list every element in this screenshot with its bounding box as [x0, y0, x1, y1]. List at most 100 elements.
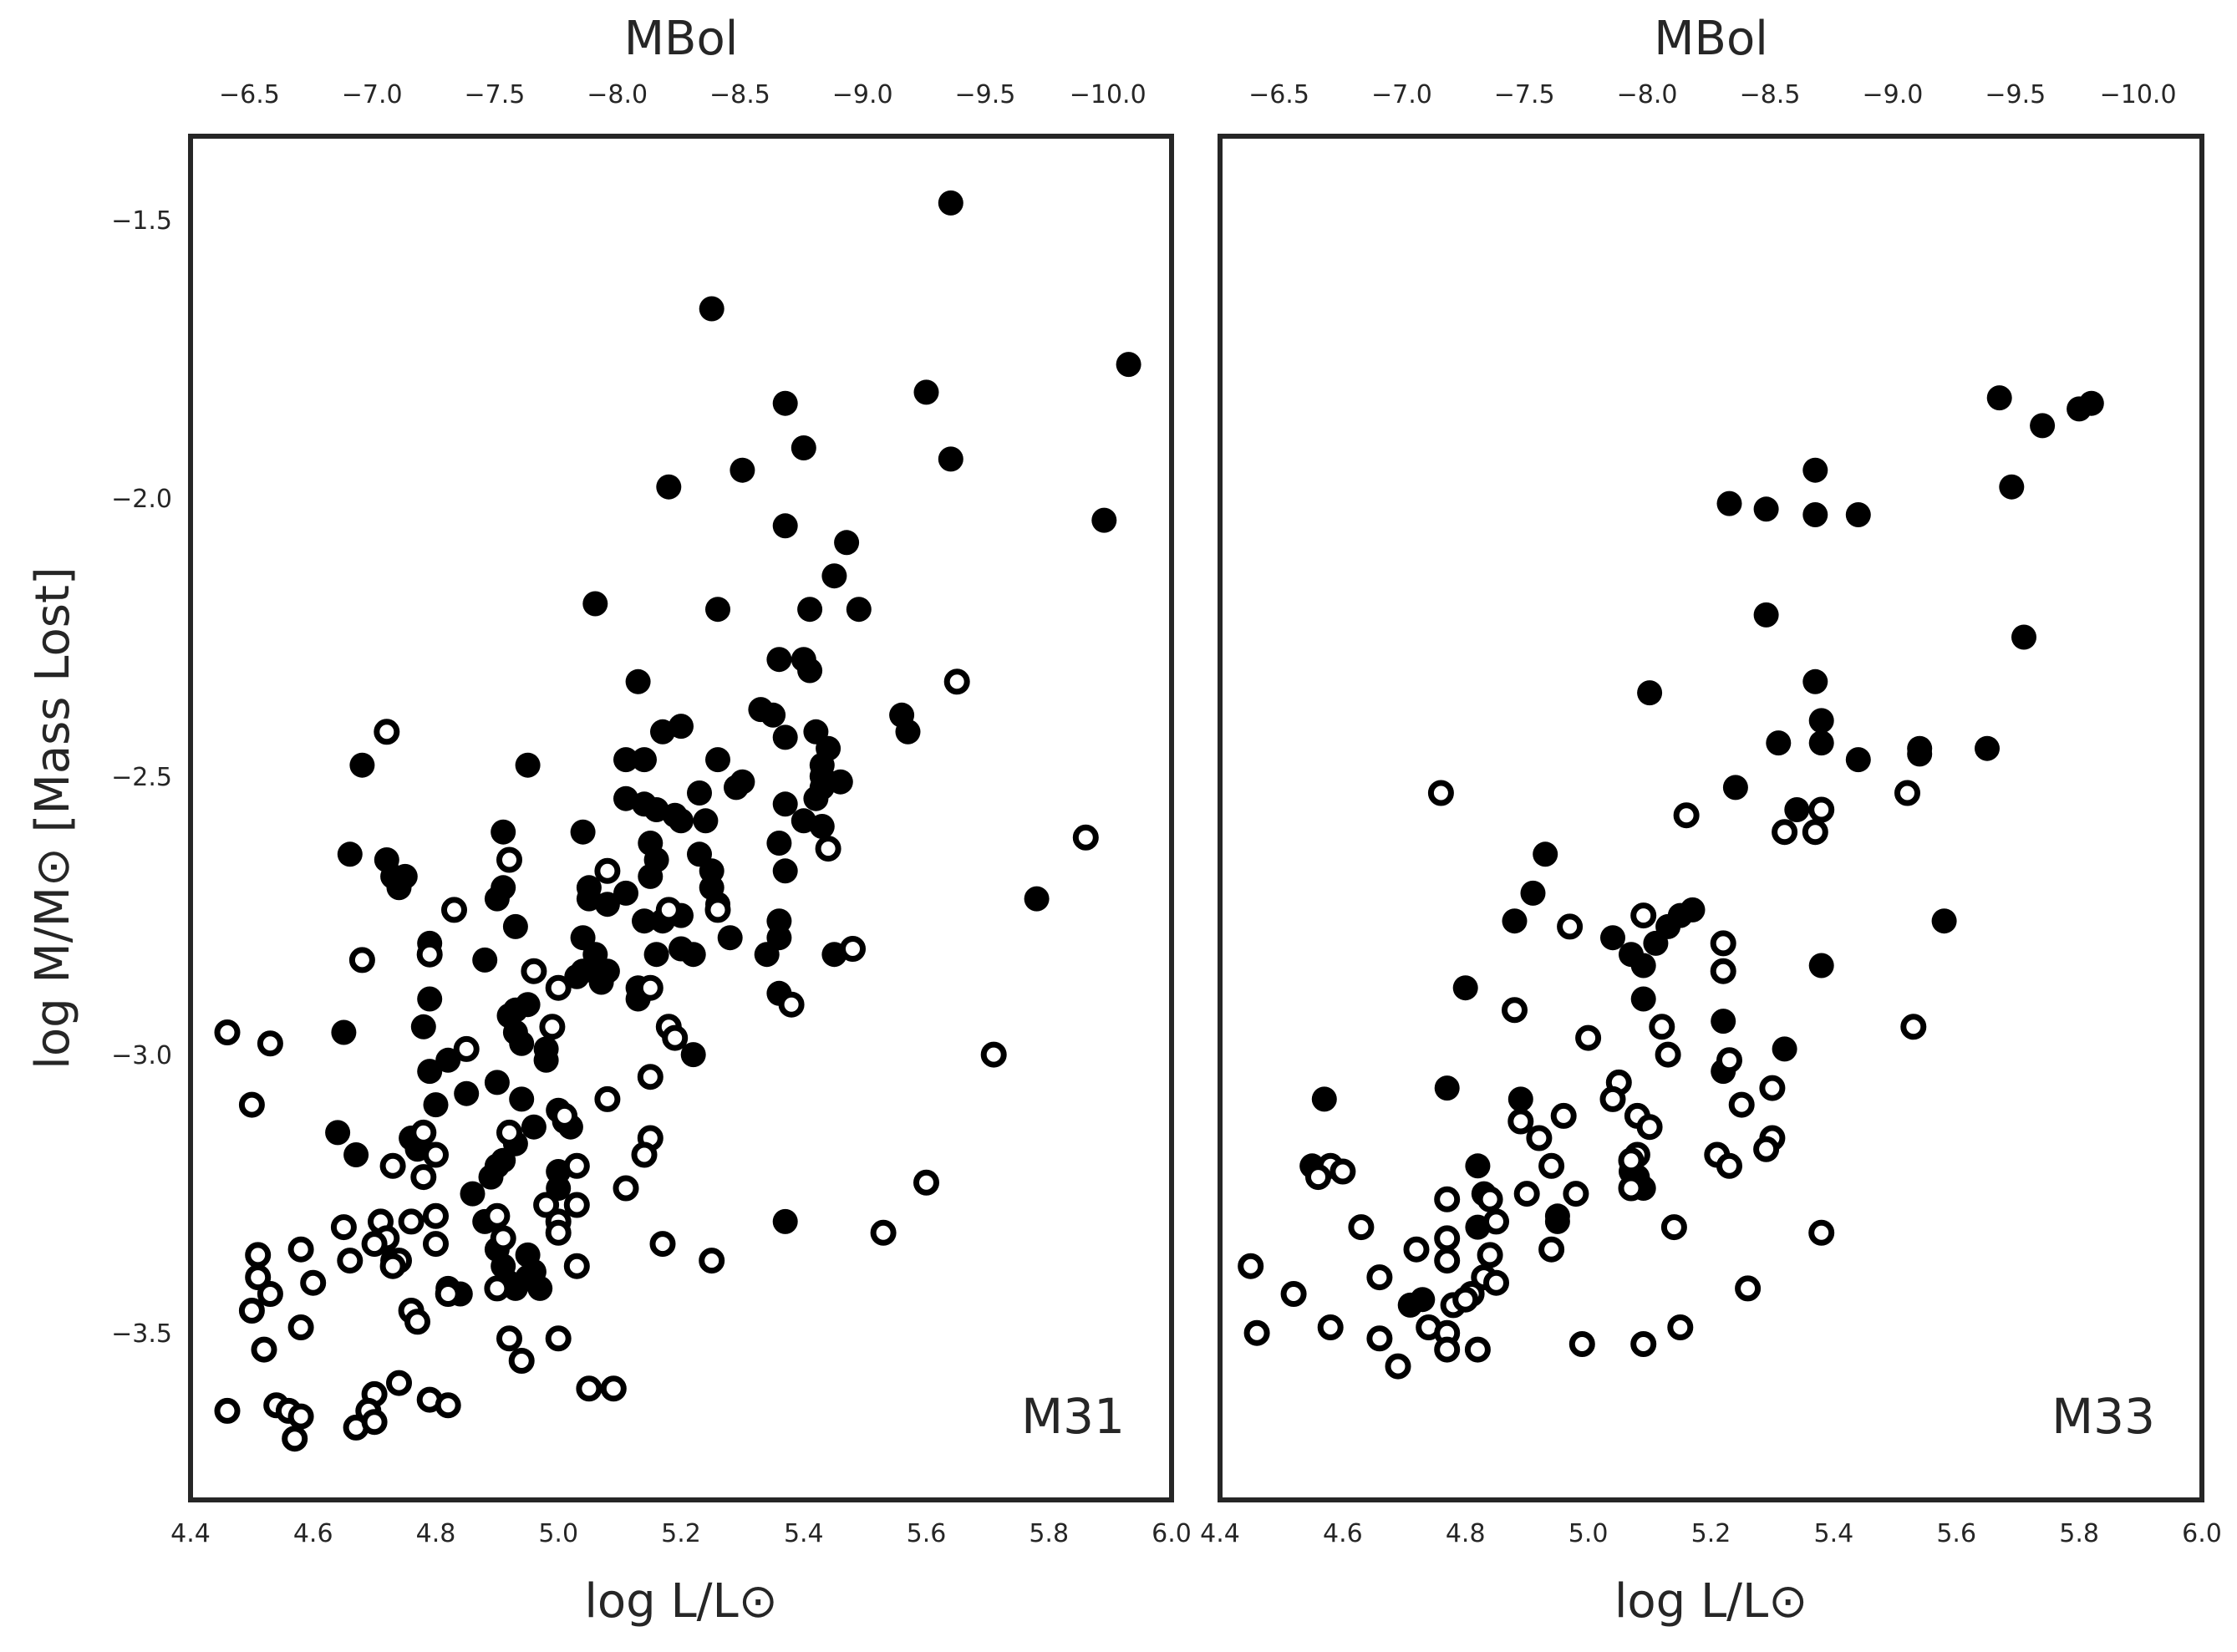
ticks-m31: 4.4 4.6 4.8 5.0 5.2 5.4 5.6 5.8 6.0 −1.5 −2.0 −2.5 −… [111, 80, 1192, 1548]
filled-point [1772, 1036, 1797, 1062]
open-point [1772, 819, 1798, 846]
filled-point [2067, 396, 2092, 422]
filled-point [460, 1181, 486, 1207]
x-tick-label: 4.6 [293, 1519, 333, 1548]
open-point [337, 1248, 364, 1274]
filled-point [594, 892, 620, 917]
filled-point [766, 831, 792, 856]
open-point [655, 897, 682, 923]
open-point [1630, 902, 1657, 929]
open-point [1753, 1136, 1780, 1162]
open-point [416, 941, 443, 968]
filled-point [1434, 1075, 1460, 1101]
open-point [1575, 1024, 1602, 1051]
top-axis-label-m31: MBol [624, 12, 739, 66]
open-point [1808, 796, 1835, 823]
open-point [374, 719, 400, 745]
open-point [330, 1214, 357, 1241]
open-point [840, 936, 866, 962]
filled-point [2030, 413, 2056, 439]
open-point [496, 1119, 522, 1146]
panel-m33: 4.4 4.6 4.8 5.0 5.2 5.4 5.6 5.8 6.0 −6.5 −7.0 −7.5 −… [1200, 12, 2222, 1629]
open-point [649, 1231, 676, 1258]
open-point [441, 897, 467, 923]
x-axis-label-m31: log L/L⊙ [584, 1574, 777, 1629]
open-point [594, 857, 621, 884]
open-point [1427, 780, 1454, 806]
open-point [1502, 997, 1528, 1024]
filled-point [638, 863, 663, 889]
open-point [699, 1248, 725, 1274]
filled-point [821, 563, 847, 589]
filled-point [502, 1275, 528, 1301]
filled-point [638, 831, 663, 856]
open-point [386, 1370, 412, 1396]
open-point [637, 1064, 663, 1090]
filled-point [625, 668, 651, 694]
open-point [238, 1298, 265, 1324]
filled-point [772, 1208, 798, 1234]
open-point [361, 1231, 388, 1258]
y-tick-label: −1.5 [111, 206, 172, 236]
filled-point [1600, 925, 1625, 951]
filled-point [803, 785, 829, 811]
top-tick-label: −8.0 [587, 80, 648, 109]
filled-point [484, 886, 510, 912]
open-point [600, 1375, 627, 1402]
filled-point [325, 1120, 351, 1146]
filled-point [1753, 496, 1779, 522]
filled-point [717, 925, 743, 951]
top-tick-label: −9.5 [1985, 80, 2046, 109]
filled-point [1116, 352, 1141, 378]
open-point [563, 1253, 590, 1279]
filled-point [509, 1086, 535, 1112]
x-tick-label: 5.2 [1691, 1519, 1731, 1548]
open-point [521, 958, 547, 984]
open-point [300, 1269, 327, 1296]
open-point [1568, 1331, 1595, 1357]
open-point [435, 1281, 461, 1307]
filled-point [1630, 986, 1656, 1012]
open-point [1557, 913, 1584, 940]
open-point [410, 1164, 437, 1191]
filled-point [1711, 1009, 1736, 1034]
open-point [1385, 1353, 1411, 1380]
open-point [423, 1141, 449, 1168]
filled-point [656, 474, 682, 500]
filled-point [809, 814, 835, 839]
filled-point [650, 719, 675, 745]
open-point [453, 1035, 480, 1062]
filled-point [1802, 668, 1828, 694]
filled-point [1507, 1086, 1533, 1112]
x-tick-label: 5.8 [2059, 1519, 2099, 1548]
filled-point [632, 747, 657, 773]
open-point [1618, 1147, 1645, 1174]
x-tick-label: 4.4 [170, 1519, 211, 1548]
open-point [545, 974, 572, 1001]
open-point [1477, 1242, 1503, 1268]
filled-point [760, 702, 786, 728]
filled-point [331, 1019, 357, 1045]
top-tick-label: −9.0 [832, 80, 893, 109]
open-point [870, 1219, 897, 1246]
open-point [1403, 1236, 1430, 1263]
filled-point [588, 969, 614, 995]
open-point [404, 1309, 430, 1335]
x-tick-label: 5.6 [1936, 1519, 1976, 1548]
filled-point [1630, 953, 1656, 978]
open-point [214, 1019, 241, 1045]
filled-point [527, 1275, 553, 1301]
x-tick-label: 5.4 [1814, 1519, 1854, 1548]
open-point [1280, 1281, 1307, 1307]
filled-point [521, 1114, 547, 1140]
open-point [508, 1348, 535, 1374]
open-point [1636, 1114, 1663, 1141]
open-point [1538, 1152, 1565, 1179]
filled-point [613, 880, 638, 906]
filled-point [699, 296, 724, 322]
filled-point [417, 1059, 443, 1085]
open-point [1464, 1336, 1491, 1363]
filled-point [766, 647, 792, 673]
top-tick-label: −7.0 [342, 80, 403, 109]
open-point [539, 1014, 566, 1040]
